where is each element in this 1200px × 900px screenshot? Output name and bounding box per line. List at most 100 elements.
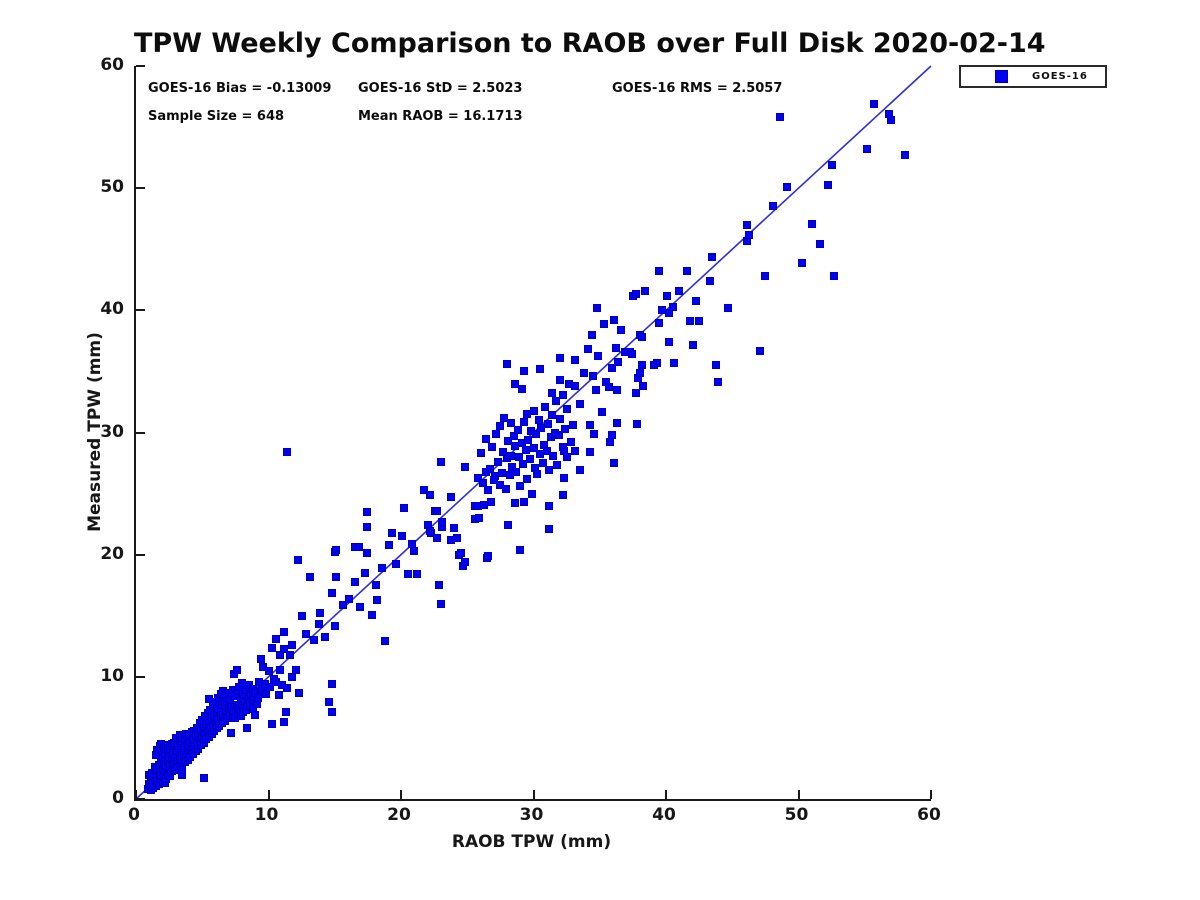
scatter-point xyxy=(450,523,458,532)
scatter-point xyxy=(631,290,640,299)
scatter-point xyxy=(355,603,364,612)
x-tick-label: 50 xyxy=(784,805,809,825)
scatter-point xyxy=(476,449,485,458)
scatter-point xyxy=(283,683,292,692)
x-tick-mark xyxy=(930,790,932,799)
y-tick-mark xyxy=(136,187,145,190)
y-tick-mark xyxy=(136,309,145,312)
scatter-point xyxy=(524,435,533,444)
scatter-point xyxy=(683,267,692,276)
scatter-point xyxy=(473,473,482,482)
scatter-point xyxy=(501,484,510,493)
scatter-point xyxy=(288,641,297,650)
scatter-point xyxy=(328,680,337,689)
scatter-point xyxy=(521,445,530,454)
scatter-point xyxy=(594,351,603,360)
scatter-point xyxy=(268,720,277,729)
scatter-point xyxy=(456,549,465,558)
scatter-point xyxy=(345,594,354,603)
scatter-point xyxy=(367,610,376,619)
y-tick-label: 30 xyxy=(100,421,124,442)
x-tick-label: 30 xyxy=(519,805,544,825)
scatter-point xyxy=(378,564,387,573)
scatter-point xyxy=(823,180,832,189)
scatter-point xyxy=(556,353,564,362)
y-tick-mark xyxy=(136,675,145,678)
scatter-point xyxy=(264,666,273,675)
scatter-point xyxy=(354,543,363,552)
scatter-point xyxy=(562,452,571,461)
scatter-point xyxy=(590,429,599,438)
scatter-point xyxy=(475,514,484,523)
scatter-point xyxy=(487,498,496,507)
scatter-point xyxy=(350,577,359,586)
scatter-point xyxy=(616,325,625,334)
scatter-point xyxy=(506,451,515,460)
scatter-point xyxy=(769,202,778,211)
scatter-point xyxy=(385,540,394,549)
scatter-point xyxy=(513,426,522,435)
scatter-point xyxy=(562,405,571,414)
scatter-point xyxy=(570,446,579,455)
scatter-point xyxy=(607,430,616,439)
scatter-point xyxy=(863,145,872,154)
x-tick-label: 40 xyxy=(652,805,676,825)
scatter-point xyxy=(556,415,564,424)
scatter-point xyxy=(432,506,441,515)
scatter-point xyxy=(481,434,490,443)
x-tick-mark xyxy=(267,790,270,799)
scatter-point xyxy=(410,547,419,555)
scatter-point xyxy=(606,438,615,447)
x-tick-mark xyxy=(797,790,800,799)
scatter-point xyxy=(314,620,323,629)
scatter-point xyxy=(742,220,751,229)
scatter-point xyxy=(518,460,527,469)
scatter-point xyxy=(362,507,371,516)
scatter-point xyxy=(178,765,187,774)
chart-title: TPW Weekly Comparison to RAOB over Full … xyxy=(134,28,1046,59)
scatter-point xyxy=(705,277,714,285)
scatter-point xyxy=(485,465,494,474)
scatter-point xyxy=(371,581,380,590)
scatter-point xyxy=(548,411,557,420)
stat-std: GOES-16 StD = 2.5023 xyxy=(358,81,523,96)
scatter-point xyxy=(426,490,435,499)
scatter-point xyxy=(520,367,529,376)
x-tick-mark xyxy=(135,790,137,799)
scatter-point xyxy=(497,468,506,477)
scatter-point xyxy=(373,595,382,604)
scatter-point xyxy=(492,429,501,438)
scatter-point xyxy=(533,470,542,479)
y-axis-label: Measured TPW (mm) xyxy=(85,332,105,532)
scatter-point xyxy=(504,437,513,446)
scatter-point xyxy=(775,113,784,122)
scatter-point xyxy=(280,627,289,636)
scatter-point xyxy=(627,350,636,359)
scatter-point xyxy=(288,672,297,681)
scatter-point xyxy=(460,557,469,566)
scatter-point xyxy=(529,406,538,415)
x-tick-mark xyxy=(665,790,667,799)
scatter-point xyxy=(435,581,444,590)
scatter-point xyxy=(272,634,281,643)
scatter-point xyxy=(827,160,836,169)
scatter-point xyxy=(807,219,816,228)
scatter-point xyxy=(542,446,551,455)
scatter-point xyxy=(391,560,400,569)
scatter-point xyxy=(638,361,647,370)
scatter-point xyxy=(436,457,445,466)
scatter-point xyxy=(528,489,537,498)
scatter-point xyxy=(635,368,644,377)
scatter-point xyxy=(663,291,672,300)
scatter-point xyxy=(575,400,584,409)
legend-box: GOES-16 xyxy=(959,65,1107,88)
scatter-point xyxy=(338,600,347,609)
scatter-point xyxy=(549,451,558,460)
y-tick-mark xyxy=(136,553,145,556)
y-tick-label: 10 xyxy=(100,665,124,686)
scatter-point xyxy=(675,286,684,295)
scatter-point xyxy=(520,417,529,426)
scatter-point xyxy=(591,385,600,394)
scatter-point xyxy=(398,532,407,541)
scatter-point xyxy=(579,368,588,377)
